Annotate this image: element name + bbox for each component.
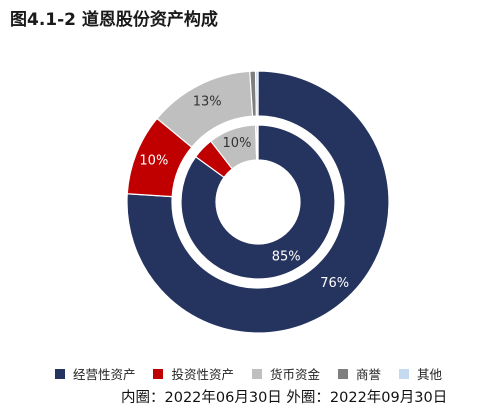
legend-label: 货币资金	[269, 367, 320, 382]
outer-slice-0	[126, 70, 390, 334]
inner-label-2: 10%	[223, 136, 252, 151]
inner-label-0: 85%	[272, 250, 301, 265]
legend: 经营性资产 投资性资产 货币资金 商誉 其他	[0, 364, 497, 383]
legend-swatch	[399, 368, 410, 379]
legend-swatch	[251, 368, 262, 379]
outer-label-1: 10%	[139, 153, 168, 168]
legend-swatch	[153, 368, 164, 379]
legend-swatch	[54, 368, 65, 379]
outer-label-0: 76%	[320, 276, 349, 291]
legend-item-4: 其他	[399, 364, 442, 383]
legend-label: 商誉	[356, 367, 382, 382]
legend-swatch	[338, 368, 348, 379]
outer-label-2: 13%	[193, 95, 222, 110]
chart-title: 图4.1-2 道恩股份资产构成	[10, 10, 218, 30]
donut-chart: 85% 10% 76% 10% 13%	[126, 70, 390, 334]
legend-label: 其他	[417, 367, 443, 382]
outer-ring	[126, 70, 390, 334]
legend-item-1: 投资性资产	[153, 364, 234, 383]
ring-date-note: 内圈：2022年06月30日 外圈：2022年09月30日	[121, 390, 448, 406]
data-labels: 85% 10% 76% 10% 13%	[139, 95, 349, 291]
outer-slice-4	[254, 70, 259, 117]
legend-label: 投资性资产	[171, 367, 234, 382]
inner-slice-4	[256, 124, 259, 161]
legend-item-0: 经营性资产	[54, 364, 136, 383]
legend-item-2: 货币资金	[251, 364, 320, 383]
legend-label: 经营性资产	[72, 367, 136, 382]
inner-slice-0	[180, 124, 336, 280]
inner-ring	[180, 124, 336, 280]
legend-item-3: 商誉	[338, 364, 381, 383]
